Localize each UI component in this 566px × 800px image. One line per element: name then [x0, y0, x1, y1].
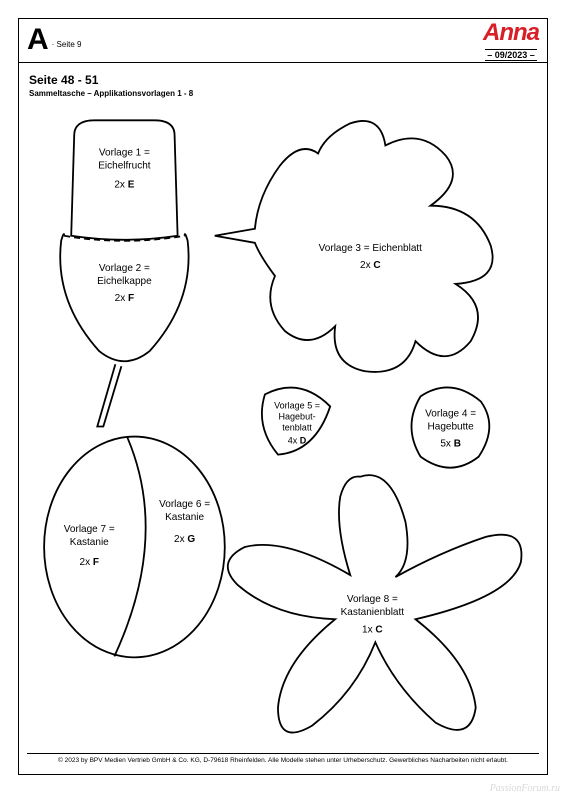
section-letter: A	[27, 23, 48, 57]
acorn-stem	[97, 364, 121, 426]
v1-qty: 2x E	[114, 180, 134, 191]
v1-line2: Eichelfrucht	[98, 161, 151, 172]
page-subtitle: Sammeltasche – Applikationsvorlagen 1 - …	[29, 89, 193, 98]
v7-line2: Kastanie	[70, 537, 109, 548]
header: A · Seite 9 Anna – 09/2023 –	[19, 19, 547, 63]
v8-qty: 1x C	[362, 624, 383, 635]
shapes-svg: Vorlage 1 = Eichelfrucht 2x E Vorlage 2 …	[19, 99, 547, 754]
v1-line1: Vorlage 1 =	[99, 147, 150, 158]
v3-line1: Vorlage 3 = Eichenblatt	[319, 243, 423, 254]
v2-qty: 2x F	[115, 293, 134, 304]
v5-line3: tenblatt	[282, 423, 312, 433]
v2-line1: Vorlage 2 =	[99, 263, 150, 274]
chestnut-divider	[114, 438, 145, 657]
page-title: Seite 48 - 51	[29, 73, 193, 87]
v8-line2: Kastanienblatt	[341, 607, 405, 618]
watermark: PassionForum.ru	[490, 783, 560, 794]
brand-logo: Anna	[483, 21, 539, 45]
v4-line1: Vorlage 4 =	[425, 408, 476, 419]
title-block: Seite 48 - 51 Sammeltasche – Applikation…	[29, 73, 193, 98]
v5-qty: 4x D	[288, 436, 307, 446]
v8-line1: Vorlage 8 =	[347, 594, 398, 605]
v4-qty: 5x B	[440, 439, 461, 450]
v7-line1: Vorlage 7 =	[64, 524, 115, 535]
header-left: A · Seite 9	[27, 23, 81, 57]
v3-qty: 2x C	[360, 260, 381, 271]
v6-qty: 2x G	[174, 534, 195, 545]
v6-line2: Kastanie	[165, 512, 204, 523]
copyright-footer: © 2023 by BPV Medien Vertrieb GmbH & Co.…	[27, 753, 539, 764]
v2-line2: Eichelkappe	[97, 276, 152, 287]
brand-a: A	[483, 19, 499, 46]
brand-rest: nna	[499, 19, 539, 46]
template-canvas: Vorlage 1 = Eichelfrucht 2x E Vorlage 2 …	[19, 99, 547, 754]
issue-date: – 09/2023 –	[485, 49, 537, 61]
seite-label: · Seite 9	[52, 40, 82, 49]
v5-line2: Hagebut-	[279, 411, 316, 421]
v5-line1: Vorlage 5 =	[274, 400, 320, 410]
page-frame: A · Seite 9 Anna – 09/2023 – Seite 48 - …	[18, 18, 548, 775]
header-right: Anna – 09/2023 –	[483, 21, 539, 63]
v7-qty: 2x F	[80, 557, 100, 568]
v4-line2: Hagebutte	[428, 422, 475, 433]
v6-line1: Vorlage 6 =	[159, 499, 210, 510]
